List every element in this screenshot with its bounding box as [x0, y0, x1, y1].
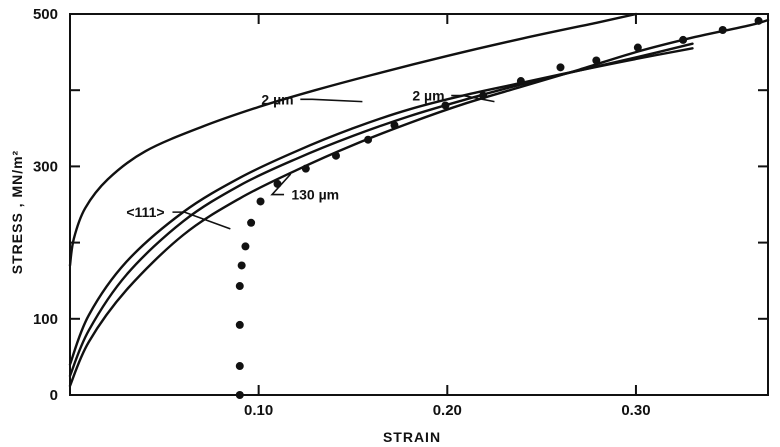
y-tick-label: 300	[33, 158, 58, 175]
plot-frame	[69, 13, 769, 396]
annotation-leader	[270, 173, 292, 196]
annotation-leader	[172, 211, 231, 230]
data-point	[301, 164, 310, 173]
x-axis-ticks: 0.10 0.20 0.30	[244, 14, 651, 419]
data-point	[441, 101, 450, 110]
data-point	[235, 282, 244, 291]
annotation-label: 2 µm	[412, 88, 444, 104]
series-markers	[235, 16, 763, 399]
data-point	[235, 362, 244, 371]
annotation-label: 130 µm	[291, 187, 339, 203]
x-axis-title: STRAIN	[383, 429, 441, 445]
data-point	[516, 77, 525, 86]
data-point	[247, 218, 256, 227]
data-point	[556, 63, 565, 72]
x-tick-label: 0.30	[621, 402, 650, 419]
y-axis-ticks: 0 100 300 500	[33, 6, 768, 404]
data-point	[273, 179, 282, 188]
series-line-4	[68, 18, 770, 388]
x-tick-label: 0.10	[244, 402, 273, 419]
annotation-leader	[451, 94, 495, 103]
data-point	[241, 242, 250, 251]
data-point	[592, 56, 601, 65]
y-axis-title: STRESS , MN/m²	[9, 150, 25, 274]
data-point	[479, 91, 488, 100]
plot-border	[69, 13, 769, 396]
data-point	[256, 197, 265, 206]
y-tick-label: 0	[50, 387, 58, 404]
x-tick-label: 0.20	[433, 402, 462, 419]
data-point	[633, 43, 642, 52]
data-point	[679, 35, 688, 44]
y-tick-label: 500	[33, 6, 58, 23]
data-point	[235, 320, 244, 329]
data-point	[754, 16, 763, 25]
annotation-label: <111>	[126, 204, 164, 220]
series-line-1	[68, 12, 638, 267]
data-point	[364, 135, 373, 144]
series-lines	[68, 12, 770, 388]
data-point	[235, 391, 244, 399]
data-point	[718, 26, 727, 35]
annotation-label: 2 µm	[261, 91, 293, 107]
data-point	[390, 121, 399, 130]
annotations: 2 µm 2 µm <111> 130 µm	[126, 88, 495, 230]
y-tick-label: 100	[33, 311, 58, 328]
data-point	[331, 151, 340, 160]
data-point	[237, 261, 246, 270]
annotation-leader	[300, 98, 363, 103]
